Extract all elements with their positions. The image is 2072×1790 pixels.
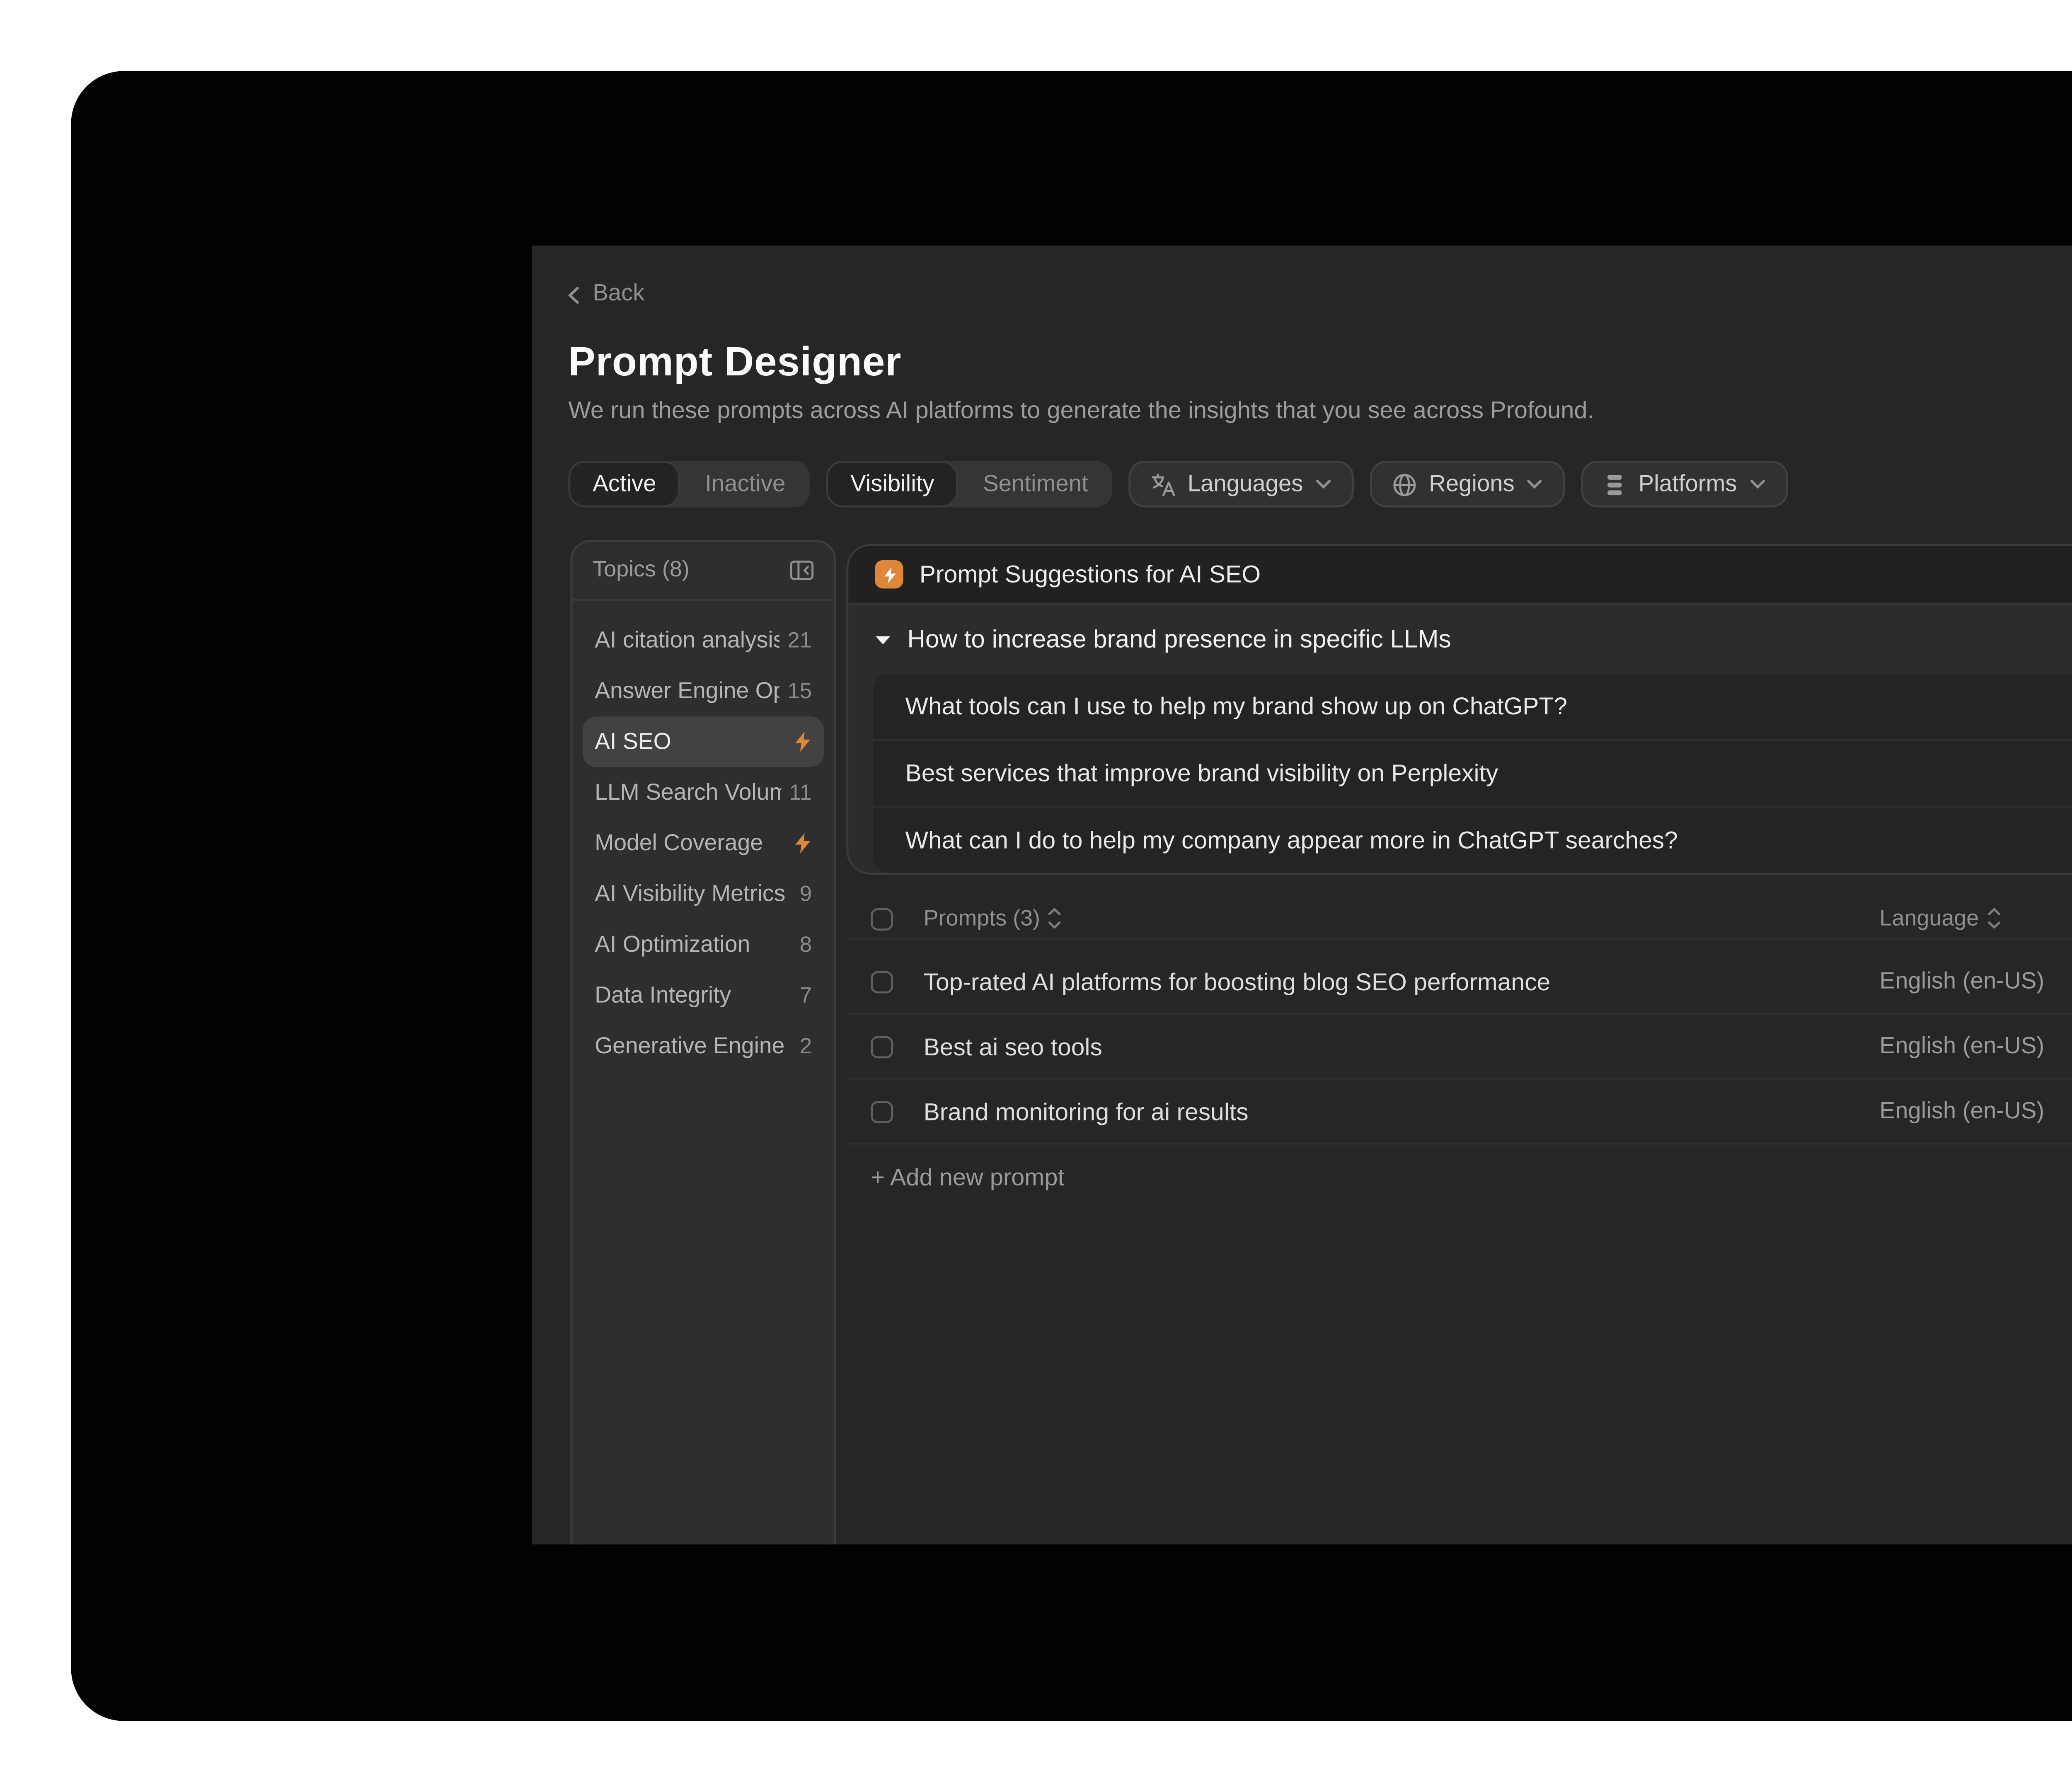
status-toggle: Active Inactive	[568, 460, 810, 508]
filter-bar: Active Inactive Visibility Sentiment Lan…	[568, 460, 2072, 508]
sidebar-item-ai-visibility-metrics[interactable]: AI Visibility Metrics 9	[595, 882, 812, 906]
globe-icon	[1393, 473, 1416, 496]
sidebar-item-ai-optimization[interactable]: AI Optimization 8	[595, 932, 812, 957]
platforms-stack-icon	[1608, 474, 1622, 494]
suggestion-list: What tools can I use to help my brand sh…	[873, 674, 2072, 873]
sidebar-item-model-coverage[interactable]: Model Coverage	[583, 818, 824, 868]
table-row[interactable]: Brand monitoring for ai results English …	[846, 1080, 2072, 1145]
topics-sidebar: Topics (8) AI citation analysis 21 Answe…	[570, 539, 836, 1545]
row-checkbox[interactable]	[871, 970, 893, 993]
chevron-down-icon	[1527, 479, 1542, 489]
suggestion-group-title: How to increase brand presence in specif…	[907, 625, 1451, 654]
suggestion-row: Best services that improve brand visibil…	[873, 738, 2072, 806]
column-language[interactable]: Language	[1879, 906, 1979, 931]
sort-icon[interactable]	[1987, 907, 2001, 929]
page-title: Prompt Designer	[568, 341, 902, 386]
languages-dropdown[interactable]: Languages	[1128, 460, 1354, 508]
prompt-suggestions-header[interactable]: Prompt Suggestions for AI SEO	[848, 546, 2072, 605]
language-value: English (en-US)	[1879, 1034, 2045, 1059]
sort-icon[interactable]	[1048, 907, 1063, 929]
row-checkbox[interactable]	[871, 1100, 893, 1122]
back-chevron-icon	[568, 285, 579, 303]
mode-sentiment-option[interactable]: Sentiment	[983, 472, 1088, 496]
sidebar-item-data-integrity[interactable]: Data Integrity 7	[595, 983, 812, 1008]
lightning-bolt-icon	[883, 566, 895, 583]
regions-dropdown[interactable]: Regions	[1370, 460, 1566, 508]
platforms-label: Platforms	[1638, 472, 1737, 496]
prompt-text: Top-rated AI platforms for boosting blog…	[923, 967, 1551, 996]
chevron-down-icon	[1316, 479, 1331, 489]
window-frame: Back Prompt Designer We run these prompt…	[71, 71, 2072, 1721]
lightning-bolt-icon	[795, 731, 811, 752]
sidebar-item-ai-citation-analysis[interactable]: AI citation analysis 21	[595, 628, 812, 653]
topics-title: Topics (8)	[593, 558, 690, 583]
status-inactive-option[interactable]: Inactive	[705, 472, 786, 496]
translate-icon	[1152, 473, 1175, 496]
column-prompts[interactable]: Prompts (3)	[923, 906, 1041, 931]
status-active-option[interactable]: Active	[568, 460, 681, 508]
prompt-text: Best ai seo tools	[923, 1032, 1102, 1061]
prompt-suggestions-panel: Prompt Suggestions for AI SEO How to inc…	[846, 544, 2072, 875]
suggestion-group-row[interactable]: How to increase brand presence in specif…	[848, 605, 2072, 674]
mode-visibility-option[interactable]: Visibility	[826, 460, 959, 508]
prompt-text: Brand monitoring for ai results	[923, 1097, 1249, 1125]
collapse-panel-icon[interactable]	[789, 560, 814, 581]
regions-label: Regions	[1429, 472, 1515, 496]
table-row[interactable]: Top-rated AI platforms for boosting blog…	[846, 950, 2072, 1015]
languages-label: Languages	[1187, 472, 1303, 496]
language-value: English (en-US)	[1879, 1099, 2045, 1124]
mode-toggle: Visibility Sentiment	[826, 460, 1113, 508]
chevron-down-icon	[1750, 479, 1765, 489]
prompts-table-body: Top-rated AI platforms for boosting blog…	[846, 940, 2072, 1208]
suggestion-row: What tools can I use to help my brand sh…	[873, 674, 2072, 739]
sidebar-item-ai-seo[interactable]: AI SEO	[582, 716, 824, 767]
table-row[interactable]: Best ai seo tools English (en-US) + Tag …	[846, 1015, 2072, 1080]
suggestions-bolt-badge	[875, 560, 903, 589]
expanded-triangle-icon	[875, 635, 891, 643]
lightning-bolt-icon	[795, 833, 811, 854]
suggestion-text: Best services that improve brand visibil…	[905, 759, 1498, 788]
suggestion-row: What can I do to help my company appear …	[873, 806, 2072, 873]
back-label: Back	[593, 282, 645, 307]
platforms-dropdown[interactable]: Platforms	[1581, 460, 1788, 508]
prompt-designer-app: Back Prompt Designer We run these prompt…	[532, 245, 2072, 1545]
sidebar-item-llm-search-volumes[interactable]: LLM Search Volumes 11	[595, 780, 812, 805]
suggestion-text: What tools can I use to help my brand sh…	[905, 692, 1568, 721]
sidebar-item-answer-engine-optimization[interactable]: Answer Engine Opti... 15	[595, 679, 812, 704]
topics-header: Topics (8)	[572, 542, 835, 601]
back-button[interactable]: Back	[566, 282, 645, 307]
row-checkbox[interactable]	[871, 1035, 893, 1057]
add-new-prompt-button[interactable]: + Add new prompt	[871, 1162, 1065, 1190]
prompts-table-header: Prompts (3) Language Tags Regions	[846, 899, 2072, 940]
sidebar-item-generative-engine-optimization[interactable]: Generative Engine O.. 2	[595, 1034, 812, 1059]
suggestion-text: What can I do to help my company appear …	[905, 826, 1678, 855]
suggestions-title: Prompt Suggestions for AI SEO	[919, 560, 1261, 589]
page-subtitle: We run these prompts across AI platforms…	[568, 396, 1594, 424]
topics-list: AI citation analysis 21 Answer Engine Op…	[572, 601, 834, 1086]
select-all-checkbox[interactable]	[871, 907, 893, 930]
prompts-table: Prompts (3) Language Tags Regions	[846, 899, 2072, 1207]
language-value: English (en-US)	[1879, 969, 2045, 994]
